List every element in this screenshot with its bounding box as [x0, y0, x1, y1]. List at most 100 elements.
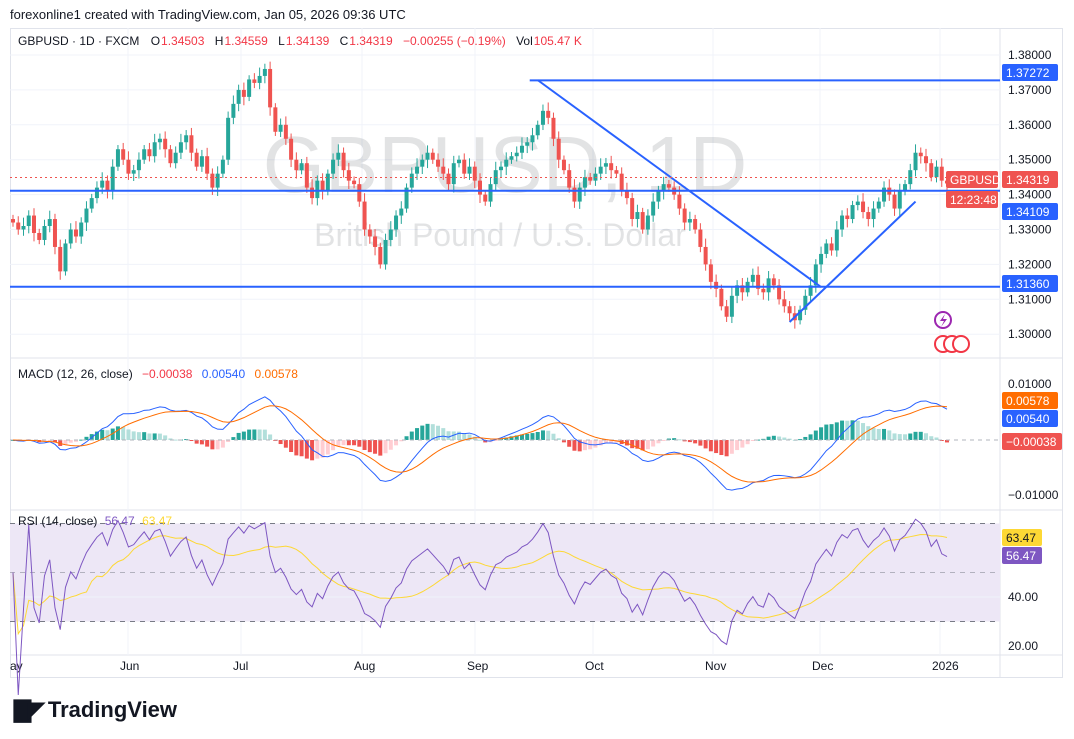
macd-histogram-bar — [540, 430, 545, 440]
macd-value: 0.00540 — [201, 367, 246, 381]
candle-body — [299, 163, 304, 171]
macd-histogram-bar — [934, 437, 939, 440]
candle-body — [714, 281, 719, 289]
macd-histogram-bar — [845, 420, 850, 440]
macd-histogram-bar — [226, 440, 231, 442]
macd-title[interactable]: MACD (12, 26, close) — [18, 367, 133, 381]
candle-body — [457, 159, 462, 164]
rsi-tick: 40.00 — [1008, 590, 1038, 604]
macd-histogram-bar — [876, 428, 881, 440]
macd-histogram-bar — [892, 433, 897, 440]
candle-body — [252, 79, 257, 83]
lightning-glyph — [940, 314, 947, 327]
candle-body — [897, 191, 902, 209]
candle-body — [682, 208, 687, 223]
candle-body — [892, 194, 897, 209]
candle-body — [640, 212, 645, 230]
tradingview-logo[interactable]: ▇◤ TradingView — [14, 697, 177, 723]
rsi-ma-tag: 63.47 — [1006, 531, 1036, 545]
macd-histogram-bar — [399, 440, 404, 442]
lightning-icon — [934, 311, 952, 329]
macd-histogram-bar — [603, 440, 608, 444]
candle-body — [882, 187, 887, 202]
candle-body — [845, 215, 850, 220]
price-tick: 1.33000 — [1008, 223, 1052, 237]
macd-histogram-bar — [462, 433, 467, 440]
candle-body — [530, 135, 535, 143]
macd-signal-value: 0.00578 — [254, 367, 298, 381]
macd-histogram-bar — [79, 439, 84, 441]
candle-body — [918, 152, 923, 157]
macd-histogram-bar — [535, 432, 540, 440]
macd-histogram-bar — [525, 433, 530, 440]
macd-histogram-bar — [415, 428, 420, 440]
candle-body — [761, 288, 766, 293]
macd-histogram-bar — [913, 431, 918, 440]
macd-histogram-bar — [446, 431, 451, 440]
macd-histogram-bar — [436, 425, 441, 440]
macd-histogram-bar — [561, 440, 566, 443]
macd-histogram-bar — [378, 440, 383, 456]
candle-body — [803, 295, 808, 310]
symbol-label[interactable]: GBPUSD · 1D · FXCM — [18, 34, 140, 48]
rsi-ma-tag-bg — [1002, 529, 1042, 546]
candle-body — [58, 246, 63, 272]
macd-histogram-bar — [362, 440, 367, 450]
countdown-tag-bg — [946, 191, 998, 208]
candle-body — [504, 159, 509, 167]
candle-body — [687, 219, 692, 223]
candle-body — [409, 173, 414, 188]
candle-body — [273, 107, 278, 132]
candle-body — [446, 173, 451, 185]
macd-histogram-bar — [808, 434, 813, 440]
candle-body — [609, 163, 614, 171]
rsi-line — [12, 518, 948, 696]
candle-body — [336, 152, 341, 160]
rsi-ma-line — [12, 534, 948, 636]
macd-histogram-bar — [52, 440, 57, 443]
macd-histogram-bar — [918, 431, 923, 440]
macd-histogram-bar — [577, 440, 582, 452]
candle-body — [603, 163, 608, 167]
candle-body — [808, 285, 813, 296]
candle-body — [262, 68, 267, 76]
candle-body — [478, 180, 482, 195]
macd-histogram-bar — [504, 437, 509, 440]
candle-body — [651, 201, 656, 216]
candle-body — [561, 159, 566, 171]
candle-body — [824, 243, 829, 254]
macd-histogram-bar — [341, 440, 346, 446]
candle-body — [121, 149, 126, 160]
level-low-tag: 1.31360 — [1006, 277, 1050, 291]
macd-histogram-bar — [708, 440, 713, 452]
candle-body — [289, 138, 294, 160]
candle-body — [924, 156, 929, 164]
macd-histogram-bar — [457, 431, 462, 440]
macd-histogram-bar — [346, 440, 351, 446]
macd-histogram-bar — [834, 422, 839, 440]
us-flag-icon — [952, 335, 970, 353]
macd-histogram-bar — [357, 440, 362, 447]
rsi-value: 56.47 — [104, 514, 135, 528]
brand-name: TradingView — [47, 697, 178, 722]
macd-histogram-bar — [115, 426, 120, 440]
macd-histogram-bar — [283, 440, 288, 448]
countdown-tag: 12:23:48 — [950, 193, 997, 207]
candle-body — [572, 187, 577, 202]
level-mid-tag-bg — [1002, 203, 1058, 220]
macd-histogram-bar — [110, 428, 115, 440]
macd-tag-bg — [1002, 410, 1058, 427]
candle-body — [331, 159, 336, 174]
macd-histogram-bar — [840, 420, 845, 440]
macd-histogram-bar — [472, 436, 477, 440]
rsi-title[interactable]: RSI (14, close) — [18, 514, 98, 528]
candle-body — [703, 246, 708, 265]
macd-histogram-bar — [787, 438, 792, 440]
macd-histogram-bar — [451, 431, 456, 440]
macd-histogram-bar — [100, 429, 105, 440]
candle-body — [556, 138, 561, 160]
macd-histogram-bar — [771, 435, 776, 440]
macd-histogram-bar — [882, 428, 887, 440]
candle-body — [929, 163, 934, 178]
